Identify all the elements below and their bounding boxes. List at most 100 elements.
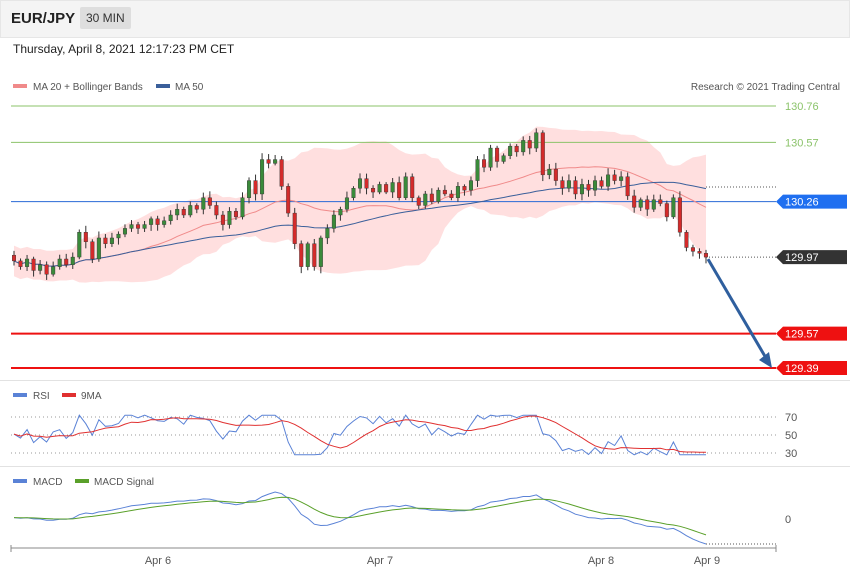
candle [188,201,193,218]
candle [103,234,108,249]
candle [599,176,604,189]
x-tick-label: Apr 7 [367,555,393,567]
macd-signal-line [13,496,707,536]
candle [247,177,252,204]
candle [468,176,473,196]
level-tag-129.39 [776,361,847,375]
candle [436,187,441,204]
candle [364,173,369,195]
candle [260,153,265,200]
candle [129,220,134,232]
candle [233,208,238,220]
bollinger-band [14,126,706,283]
candle [325,224,330,245]
candle [331,210,336,233]
ma50-line [13,181,707,267]
candle [266,154,271,169]
ma20-legend-swatch [13,84,27,88]
ma50-legend-swatch [156,84,170,88]
rsi-tick-70: 70 [785,412,797,424]
level-label-129.57: 129.57 [785,329,819,341]
rsi-ma-line [13,415,706,453]
candle [651,194,656,212]
rsi-ma-legend-swatch [62,393,76,397]
candle [51,261,56,277]
candle [423,190,428,209]
rsi-tick-50: 50 [785,430,797,442]
ma20-legend: MA 20 + Bollinger Bands [33,82,143,93]
candle [292,207,297,250]
x-tick-label: Apr 9 [694,555,720,567]
candle [64,253,69,268]
candle [514,144,519,157]
candle [429,188,434,205]
candle [684,230,689,252]
candle [677,191,682,237]
bollinger-band-fill [14,126,706,283]
rsi-legend: RSI [33,391,50,402]
candle [527,135,532,155]
level-label-130.76: 130.76 [785,101,819,113]
candle [305,241,310,271]
x-tick-label: Apr 6 [145,555,171,567]
candle [403,172,408,200]
candle [338,206,343,221]
level-tag-129.57 [776,326,847,341]
candle [612,169,617,185]
candle [253,174,258,201]
rsi-line [13,414,706,456]
candle [579,178,584,201]
candle [142,220,147,232]
candle [194,203,199,214]
candle [312,238,317,271]
candle [377,181,382,195]
candle [442,185,447,197]
rsi-tick-30: 30 [785,448,797,460]
candle [286,183,291,217]
candle [416,195,421,210]
candle [390,178,395,198]
candle [501,153,506,164]
candle [658,194,663,207]
candle [162,216,167,228]
candle [122,224,127,238]
candle [482,154,487,173]
candle [632,189,637,213]
forecast-arrow-head [759,352,772,368]
candle [573,176,578,200]
candle [455,182,460,202]
candle [358,173,363,194]
candle [586,179,591,197]
candle [201,192,206,215]
x-tick-label: Apr 8 [588,555,614,567]
ma50-legend: MA 50 [175,82,204,93]
forecast-arrow-shaft [706,258,768,359]
candle [704,249,709,264]
candle [31,256,36,277]
datetime-label: Thursday, April 8, 2021 12:17:23 PM CET [13,42,235,56]
candle [351,186,356,201]
candle [299,240,304,274]
candle [534,128,539,153]
candle [214,201,219,220]
macd-tick-0: 0 [785,514,791,526]
candle [521,136,526,156]
candle [77,229,82,260]
candle [671,194,676,219]
candle [547,164,552,180]
candle [593,175,598,197]
candle [181,206,186,218]
candle [18,258,23,270]
timeframe-badge[interactable]: 30 MIN [80,7,131,29]
x-axis: Apr 6 Apr 7 Apr 8 Apr 9 [10,545,777,567]
candle [83,225,88,249]
rsi-panel: 70 50 30 [11,412,797,460]
candle [690,244,695,257]
candle [70,252,75,269]
candles [11,128,709,280]
candle [566,174,571,193]
candle [371,185,376,198]
rsi-legend-swatch [13,393,27,397]
candle [475,156,480,187]
